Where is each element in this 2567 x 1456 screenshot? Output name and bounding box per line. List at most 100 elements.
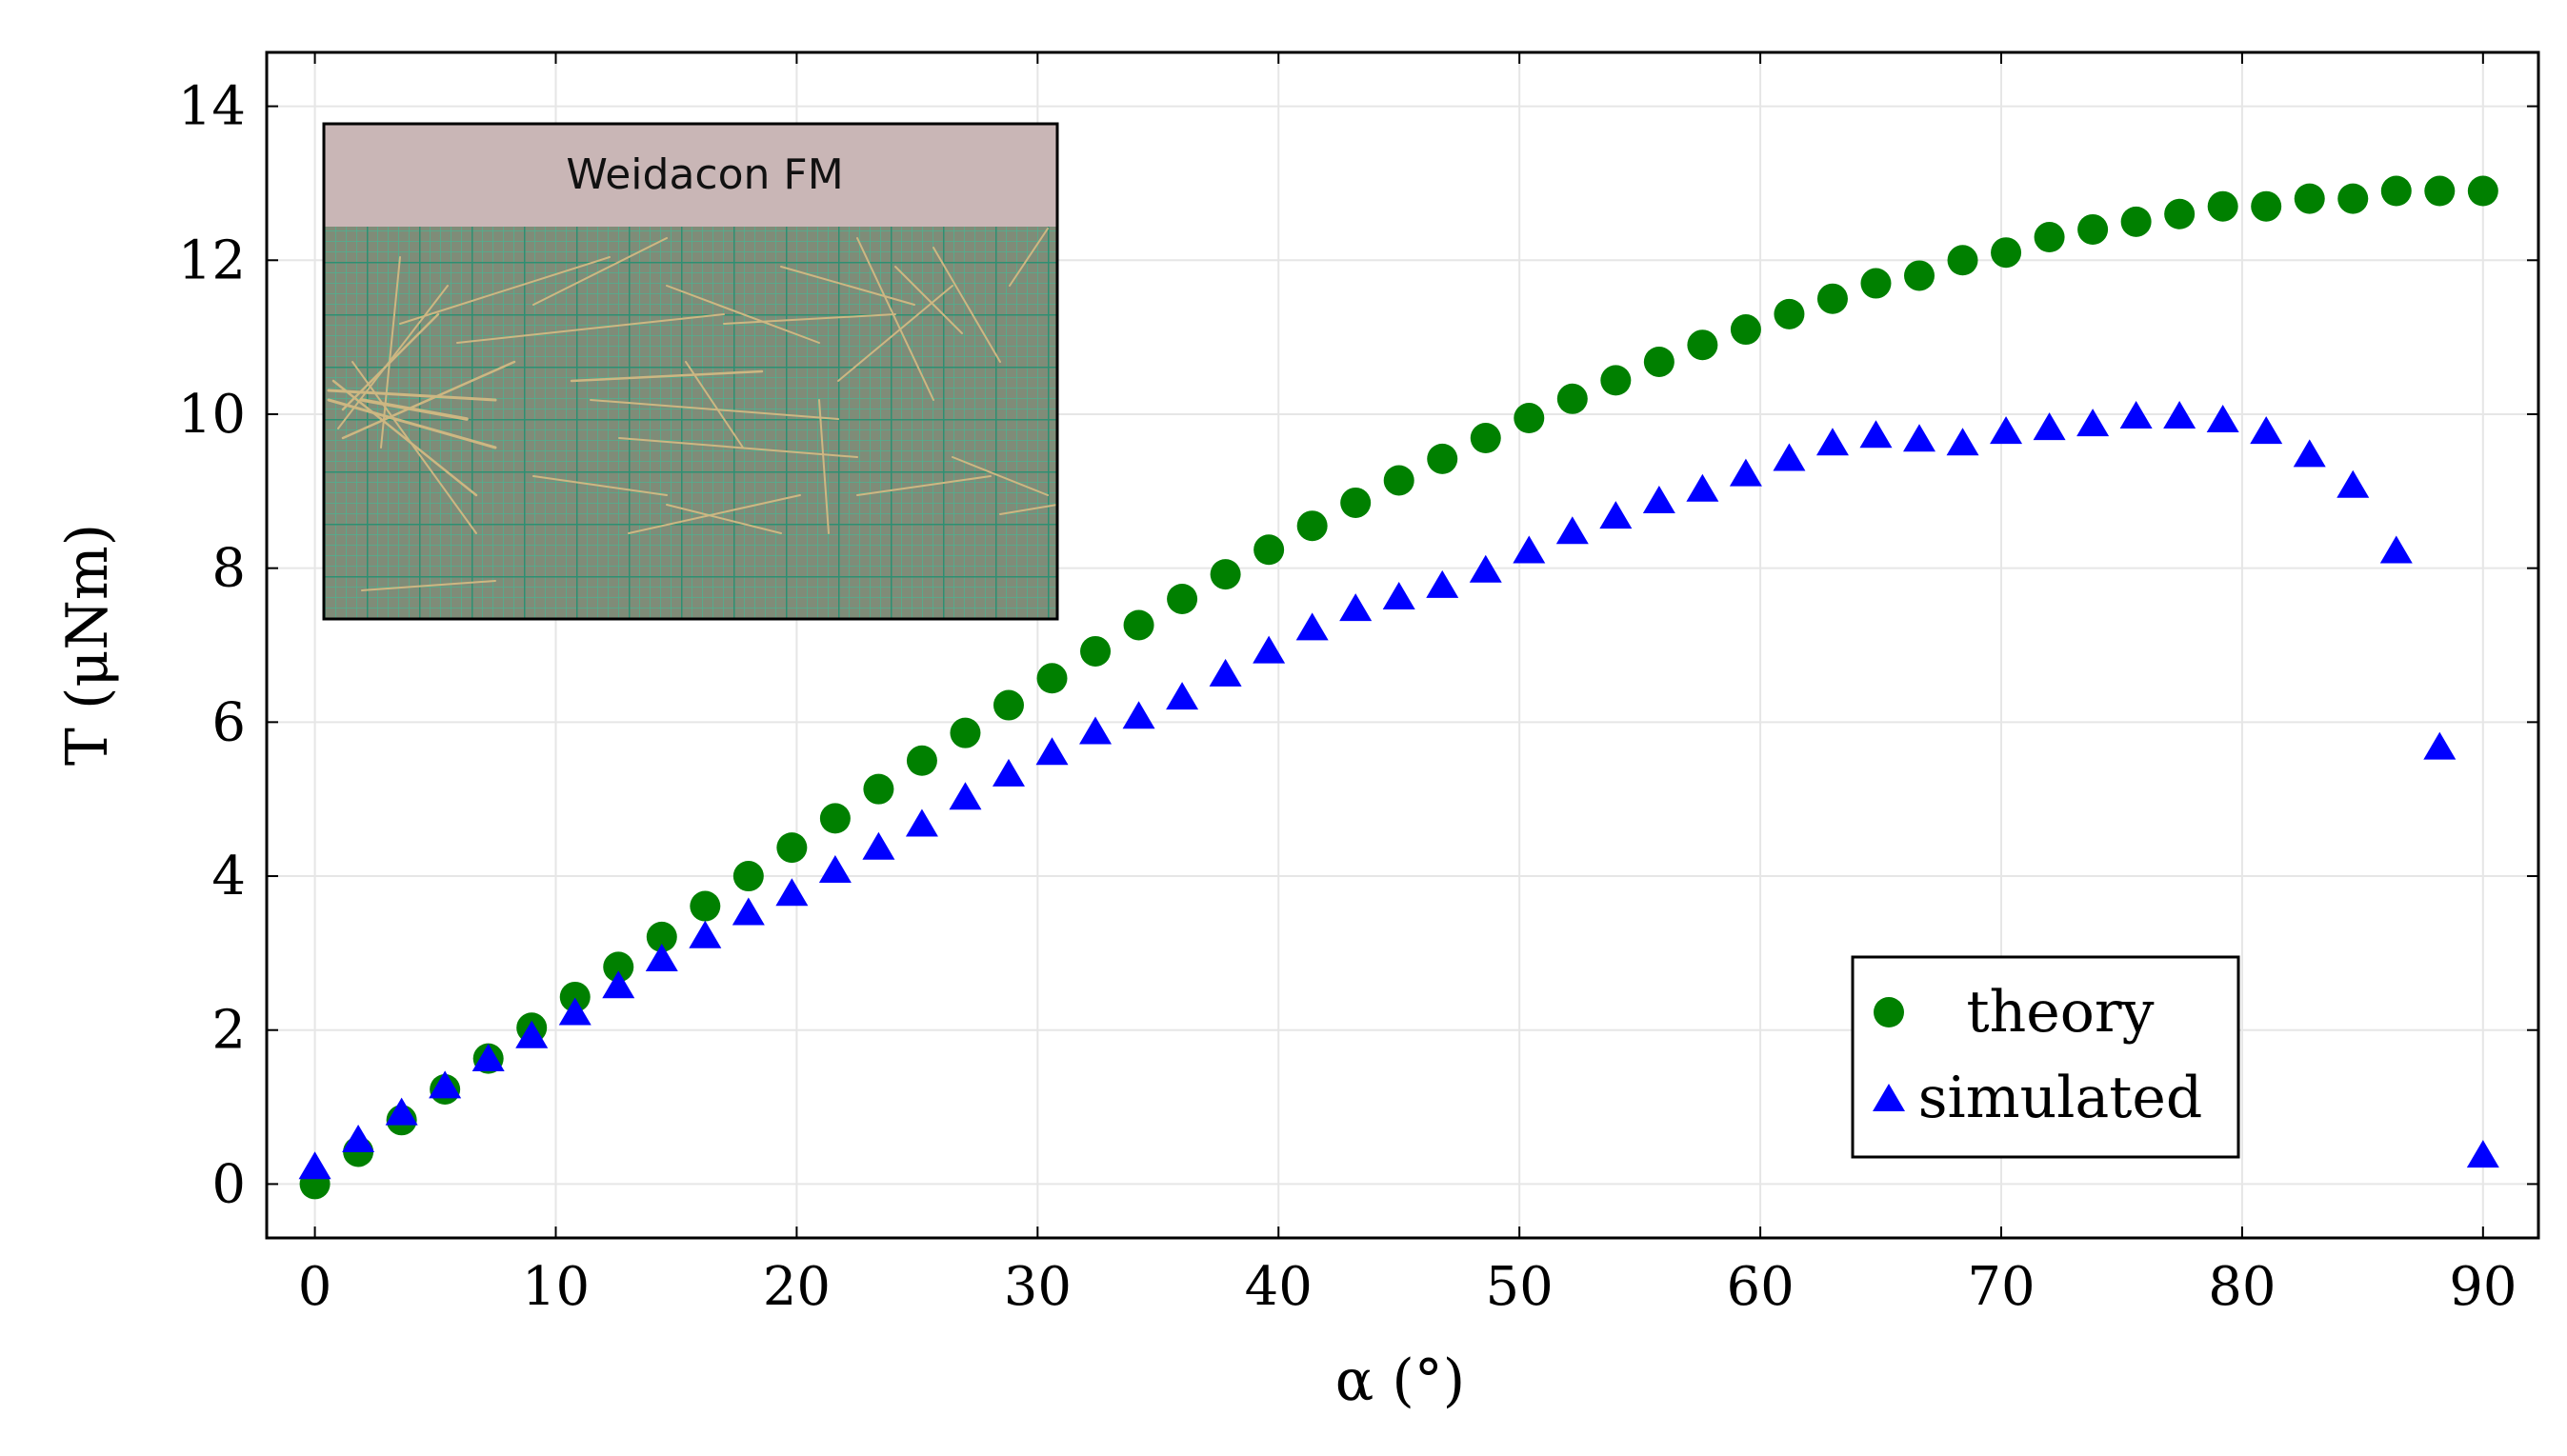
simulated-point	[2250, 416, 2283, 445]
simulated-point	[2336, 469, 2370, 498]
x-tick-label: 90	[2449, 1256, 2517, 1318]
simulated-point	[2293, 439, 2326, 468]
simulated-point	[1469, 554, 1502, 583]
theory-point	[1991, 237, 2022, 269]
y-tick-label: 6	[211, 691, 246, 753]
y-tick-label: 2	[211, 1000, 246, 1062]
theory-point	[1904, 260, 1935, 291]
simulated-point	[1513, 535, 1546, 564]
simulated-point	[2466, 1140, 2499, 1168]
theory-point	[863, 773, 894, 805]
theory-point	[1514, 403, 1545, 434]
y-tick-label: 14	[178, 76, 246, 138]
theory-point	[993, 689, 1024, 721]
simulated-point	[732, 897, 765, 926]
simulated-point	[515, 1020, 549, 1048]
simulated-point	[949, 782, 982, 810]
simulated-point	[1990, 416, 2023, 445]
simulated-point	[1859, 420, 1893, 449]
legend-marker-simulated	[1873, 1084, 1905, 1111]
x-tick-label: 40	[1245, 1256, 1313, 1318]
simulated-point	[818, 854, 852, 883]
theory-point	[2164, 198, 2196, 229]
simulated-point	[1903, 424, 1936, 452]
simulated-point	[1209, 658, 1242, 687]
simulated-point	[1035, 737, 1069, 766]
theory-point	[2467, 175, 2498, 207]
simulated-point	[905, 808, 938, 837]
simulated-point	[862, 831, 895, 860]
theory-point	[646, 921, 677, 952]
theory-point	[776, 832, 808, 864]
simulated-point	[385, 1097, 418, 1126]
simulated-point	[1599, 501, 1633, 529]
theory-point	[819, 803, 851, 834]
x-axis-label: α (°)	[1335, 1347, 1465, 1414]
inset-border	[322, 122, 1059, 621]
simulated-point	[2033, 412, 2066, 441]
y-tick-label: 4	[211, 846, 246, 908]
theory-point	[1167, 583, 1198, 614]
x-tick-label: 30	[1004, 1256, 1072, 1318]
simulated-point	[2379, 535, 2413, 564]
simulated-point	[1339, 593, 1373, 622]
y-axis-label: T (μNm)	[54, 524, 121, 766]
theory-point	[2077, 213, 2109, 245]
x-axis-title: α (°)	[1335, 1347, 1465, 1414]
simulated-point	[471, 1044, 505, 1072]
theory-point	[1816, 283, 1848, 314]
simulated-point	[1079, 716, 1113, 745]
simulated-point	[992, 758, 1025, 787]
simulated-point	[429, 1070, 462, 1099]
x-tick-labels: 0 10 20 30 40 50 60 70 80 90	[298, 1256, 2517, 1318]
simulated-point	[1555, 516, 1589, 545]
simulated-point	[1946, 428, 1979, 456]
legend-label-simulated: simulated	[1918, 1065, 2203, 1131]
simulated-point	[2163, 401, 2196, 429]
x-tick-label: 50	[1486, 1256, 1554, 1318]
y-axis-title: T (μNm)	[54, 524, 121, 766]
theory-point	[906, 745, 937, 776]
theory-point	[1860, 268, 1892, 299]
y-tick-label: 12	[178, 229, 246, 291]
theory-point	[690, 890, 721, 922]
y-tick-labels: 0 2 4 6 8 10 12 14	[178, 76, 246, 1216]
simulated-point	[1253, 635, 1286, 664]
simulated-point	[1642, 485, 1675, 513]
simulated-point	[2076, 409, 2110, 437]
simulated-point	[775, 878, 809, 907]
simulated-point	[1729, 458, 1762, 487]
simulated-point	[1166, 682, 1199, 710]
inset-header	[324, 124, 1057, 227]
simulated-point	[1122, 701, 1155, 729]
simulated-point	[1686, 473, 1719, 502]
theory-point	[1556, 383, 1588, 414]
x-tick-label: 80	[2208, 1256, 2276, 1318]
simulated-point	[558, 997, 592, 1026]
theory-point	[1643, 346, 1675, 377]
theory-point	[1210, 559, 1241, 590]
legend-label-theory: theory	[1967, 979, 2155, 1046]
plot-frame	[265, 50, 2540, 1240]
x-tick-label: 60	[1726, 1256, 1794, 1318]
simulated-point	[1815, 428, 1849, 456]
theory-point	[603, 951, 634, 983]
simulated-point	[1773, 443, 1806, 471]
simulated-point	[2423, 731, 2457, 760]
x-tick-label: 20	[763, 1256, 831, 1318]
theory-point	[2294, 183, 2325, 214]
x-tick-label: 10	[522, 1256, 590, 1318]
legend-marker-theory	[1874, 997, 1904, 1027]
theory-point	[1080, 635, 1112, 667]
theory-point	[559, 981, 591, 1012]
theory-point	[2424, 175, 2456, 207]
simulated-point	[2206, 405, 2239, 433]
simulated-point	[602, 970, 635, 999]
legend: theory simulated	[1851, 955, 2240, 1159]
simulated-point	[2119, 401, 2153, 429]
theory-point	[2120, 206, 2152, 237]
theory-point	[1774, 298, 1805, 329]
simulated-point	[342, 1124, 375, 1152]
theory-point	[950, 717, 981, 748]
